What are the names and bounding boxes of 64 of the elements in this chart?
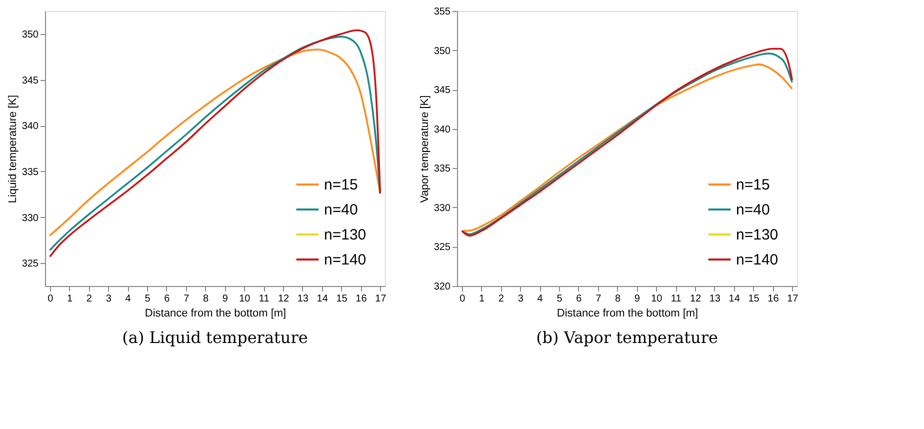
y-tick-label: 340 <box>22 121 39 132</box>
x-tick-label: 17 <box>375 294 387 304</box>
x-tick-label: 3 <box>106 294 112 304</box>
legend-label: n=40 <box>736 202 770 218</box>
y-tick-label: 320 <box>434 282 451 292</box>
x-tick-label: 6 <box>164 294 170 304</box>
x-tick-label: 14 <box>316 294 328 304</box>
x-tick-label: 6 <box>576 294 582 304</box>
legend-label: n=15 <box>324 176 358 194</box>
x-tick-label: 9 <box>222 294 228 304</box>
x-axis-title: Distance from the bottom [m] <box>556 308 698 320</box>
x-axis-title: Distance from the bottom [m] <box>144 308 286 320</box>
x-tick-label: 0 <box>460 294 466 304</box>
y-tick-label: 335 <box>434 164 451 175</box>
legend-label: n=130 <box>736 226 778 244</box>
y-tick-label: 340 <box>434 124 451 136</box>
x-tick-label: 12 <box>278 294 290 304</box>
x-tick-label: 11 <box>670 294 682 304</box>
y-tick-label: 330 <box>434 202 451 214</box>
x-tick-label: 4 <box>125 294 132 304</box>
x-tick-label: 5 <box>556 294 563 304</box>
x-tick-label: 16 <box>768 294 780 304</box>
x-tick-label: 9 <box>634 294 640 304</box>
x-tick-label: 3 <box>518 294 524 304</box>
legend-label: n=130 <box>324 226 366 244</box>
x-tick-label: 0 <box>48 294 54 304</box>
y-tick-label: 350 <box>434 46 451 57</box>
x-tick-label: 15 <box>336 294 348 304</box>
x-tick-label: 2 <box>86 294 92 304</box>
x-tick-label: 14 <box>728 294 740 304</box>
x-tick-label: 10 <box>239 294 251 304</box>
y-axis-title: Liquid temperature [K] <box>6 94 19 204</box>
x-tick-label: 13 <box>709 294 721 304</box>
y-tick-label: 350 <box>22 29 39 40</box>
x-tick-label: 16 <box>356 294 368 304</box>
x-tick-label: 17 <box>787 294 799 304</box>
x-tick-label: 8 <box>615 294 622 304</box>
x-tick-label: 4 <box>537 294 544 304</box>
x-tick-label: 5 <box>144 294 151 304</box>
x-tick-label: 7 <box>184 294 190 304</box>
x-tick-label: 1 <box>479 294 486 304</box>
legend-label: n=40 <box>324 202 358 218</box>
y-tick-label: 325 <box>434 242 451 254</box>
y-tick-label: 345 <box>22 75 39 86</box>
y-tick-label: 335 <box>22 166 39 178</box>
y-tick-label: 330 <box>22 212 39 224</box>
y-tick-label: 345 <box>434 85 451 96</box>
x-tick-label: 15 <box>748 294 760 304</box>
text: (b) Vapor temperature <box>536 328 718 347</box>
legend-label: n=15 <box>736 176 770 194</box>
y-axis-title: Vapor temperature [K] <box>418 95 431 203</box>
x-tick-label: 10 <box>651 294 663 304</box>
text: (a) Liquid temperature <box>122 328 308 347</box>
x-tick-label: 11 <box>258 294 270 304</box>
x-tick-label: 12 <box>690 294 702 304</box>
x-tick-label: 13 <box>297 294 309 304</box>
y-tick-label: 355 <box>434 6 451 18</box>
x-tick-label: 7 <box>596 294 602 304</box>
x-tick-label: 8 <box>203 294 210 304</box>
y-tick-label: 325 <box>22 258 39 270</box>
x-tick-label: 1 <box>67 294 74 304</box>
legend-label: n=140 <box>736 252 778 268</box>
legend-label: n=140 <box>324 252 366 268</box>
x-tick-label: 2 <box>498 294 504 304</box>
